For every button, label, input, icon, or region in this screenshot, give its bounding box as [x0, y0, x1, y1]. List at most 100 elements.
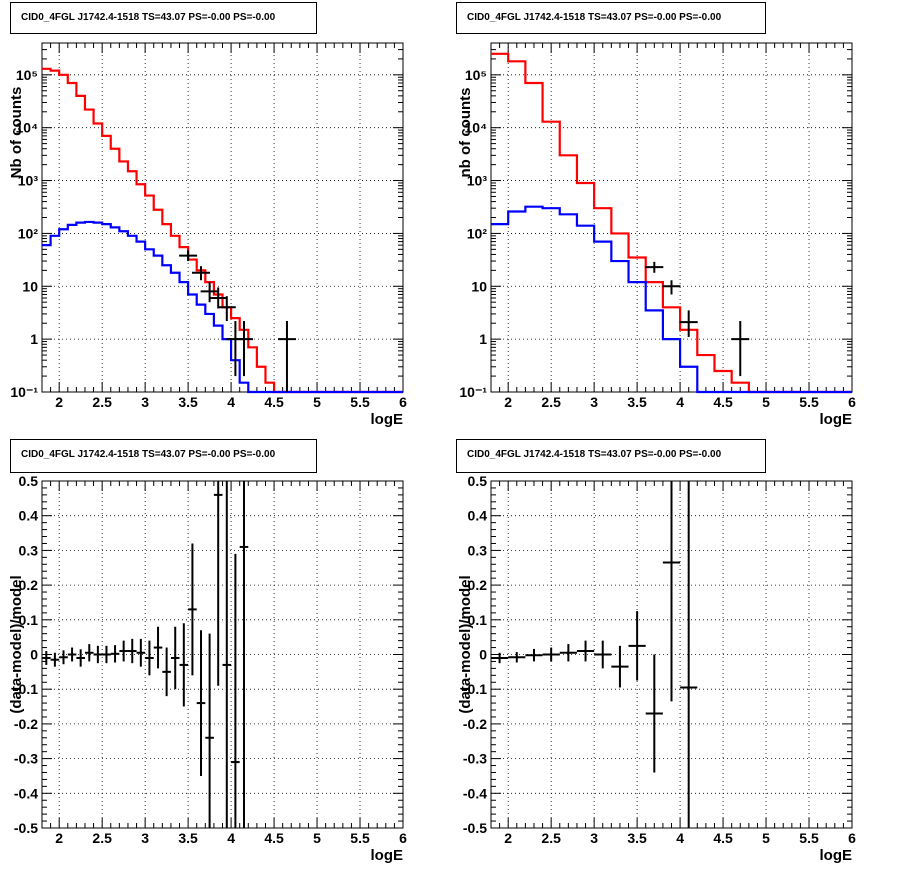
y-tick-label: -0.3 — [463, 751, 487, 767]
y-tick-label: 0.3 — [468, 542, 488, 558]
x-tick-label: 4 — [676, 830, 684, 846]
x-tick-label: 2.5 — [92, 394, 112, 410]
x-tick-label: 2 — [504, 394, 512, 410]
x-tick-label: 3 — [141, 830, 149, 846]
y-tick-label: -0.1 — [463, 681, 487, 697]
y-tick-label: 10⁴ — [16, 120, 39, 136]
y-tick-label: 10⁵ — [465, 67, 487, 83]
y-tick-label: -0.5 — [14, 820, 38, 836]
model-total-histogram — [491, 52, 852, 394]
model-source-histogram — [491, 205, 852, 394]
y-axis: -0.5 -0.4 -0.3 -0.2 -0.1 0 0.1 0.2 0.3 0.4 0.5 (dat… — [8, 473, 403, 836]
x-tick-label: 5.5 — [799, 830, 819, 846]
panel-title: CID0_4FGL J1742.4-1518 TS=43.07 PS=-0.00… — [10, 439, 317, 473]
x-tick-label: 6 — [399, 394, 407, 410]
y-tick-label: 10 — [22, 278, 38, 294]
y-tick-label: 10⁴ — [465, 120, 488, 136]
x-tick-label: 4.5 — [264, 394, 284, 410]
y-tick-label: 1 — [30, 331, 38, 347]
y-tick-label: 10⁻¹ — [10, 384, 38, 400]
x-tick-label: 5 — [313, 394, 321, 410]
y-axis-label: nb of counts — [457, 88, 474, 178]
y-tick-label: 10⁻¹ — [459, 384, 487, 400]
x-tick-label: 2.5 — [92, 830, 112, 846]
y-tick-label: -0.2 — [14, 716, 38, 732]
y-tick-label: 0.2 — [19, 577, 39, 593]
residual-points — [491, 481, 698, 828]
x-tick-label: 4 — [676, 394, 684, 410]
x-tick-label: 2 — [55, 830, 63, 846]
y-tick-label: 0.4 — [468, 508, 488, 524]
y-tick-label: -0.1 — [14, 681, 38, 697]
y-axis-label: Nb of counts — [8, 87, 25, 179]
model-source-histogram — [42, 220, 403, 394]
y-tick-label: -0.4 — [463, 785, 487, 801]
y-axis-label: (data-model)/model — [8, 575, 25, 713]
y-axis: 10⁻¹ 1 10 10² 10³ 10⁴ 10⁵ nb of counts — [457, 42, 852, 400]
x-tick-label: 2.5 — [541, 830, 561, 846]
x-tick-label: 3.5 — [627, 830, 647, 846]
x-tick-label: 4 — [227, 830, 235, 846]
y-tick-label: 10² — [18, 225, 39, 241]
x-tick-label: 3 — [590, 830, 598, 846]
y-tick-label: -0.3 — [14, 751, 38, 767]
y-tick-label: 0.2 — [468, 577, 488, 593]
y-tick-label: 10⁵ — [16, 67, 38, 83]
x-tick-label: 3.5 — [178, 830, 198, 846]
x-tick-label: 5 — [313, 830, 321, 846]
y-tick-label: 0.5 — [19, 473, 39, 489]
y-tick-label: 10³ — [18, 173, 39, 189]
x-tick-label: 6 — [848, 394, 856, 410]
x-tick-label: 3 — [141, 394, 149, 410]
x-tick-label: 4.5 — [713, 394, 733, 410]
y-axis: 10⁻¹ 1 10 10² 10³ 10⁴ 10⁵ Nb of counts — [8, 42, 403, 400]
x-tick-label: 4.5 — [264, 830, 284, 846]
y-tick-label: -0.5 — [463, 820, 487, 836]
pad-top-left: 2 2.5 3 3.5 4 4.5 5 5.5 6 logE 10⁻¹ 1 10 10² 10³ 10⁴ 10⁵… — [0, 0, 449, 437]
pad-bottom-left: 2 2.5 3 3.5 4 4.5 5 5.5 6 logE -0.5 -0.4 -0.3 -0.2 -0.… — [0, 437, 449, 875]
x-tick-label: 3 — [590, 394, 598, 410]
x-tick-label: 3.5 — [627, 394, 647, 410]
model-total-histogram — [42, 67, 403, 394]
x-tick-label: 2.5 — [541, 394, 561, 410]
pad-top-right: 2 2.5 3 3.5 4 4.5 5 5.5 6 logE 10⁻¹ 1 10 10² 10³ 10⁴ 10⁵… — [449, 0, 898, 437]
grid — [42, 481, 403, 828]
residual-points — [42, 481, 249, 828]
panel-title: CID0_4FGL J1742.4-1518 TS=43.07 PS=-0.00… — [456, 439, 766, 473]
y-axis-label: (data-model)/model — [457, 575, 474, 713]
x-axis-label: logE — [820, 411, 853, 428]
x-tick-label: 6 — [399, 830, 407, 846]
y-tick-label: 10 — [471, 278, 487, 294]
y-axis: -0.5 -0.4 -0.3 -0.2 -0.1 0 0.1 0.2 0.3 0.4 0.5 (dat… — [457, 473, 852, 836]
y-tick-label: -0.2 — [463, 716, 487, 732]
x-axis-label: logE — [371, 847, 404, 864]
y-tick-label: -0.4 — [14, 785, 38, 801]
x-tick-label: 5 — [762, 394, 770, 410]
y-tick-label: 0.1 — [19, 612, 39, 628]
x-tick-label: 5 — [762, 830, 770, 846]
x-tick-label: 2 — [55, 394, 63, 410]
x-axis-label: logE — [820, 847, 853, 864]
y-tick-label: 0.3 — [19, 542, 39, 558]
x-tick-label: 4 — [227, 394, 235, 410]
panel-title: CID0_4FGL J1742.4-1518 TS=43.07 PS=-0.00… — [10, 2, 317, 34]
x-tick-label: 5.5 — [350, 830, 370, 846]
x-tick-label: 3.5 — [178, 394, 198, 410]
y-tick-label: 1 — [479, 331, 487, 347]
x-axis-label: logE — [371, 411, 404, 428]
x-tick-label: 4.5 — [713, 830, 733, 846]
y-tick-label: 0.5 — [468, 473, 488, 489]
x-tick-label: 6 — [848, 830, 856, 846]
panel-title: CID0_4FGL J1742.4-1518 TS=43.07 PS=-0.00… — [456, 2, 766, 34]
x-tick-label: 5.5 — [350, 394, 370, 410]
y-tick-label: 0.4 — [19, 508, 39, 524]
x-tick-label: 2 — [504, 830, 512, 846]
